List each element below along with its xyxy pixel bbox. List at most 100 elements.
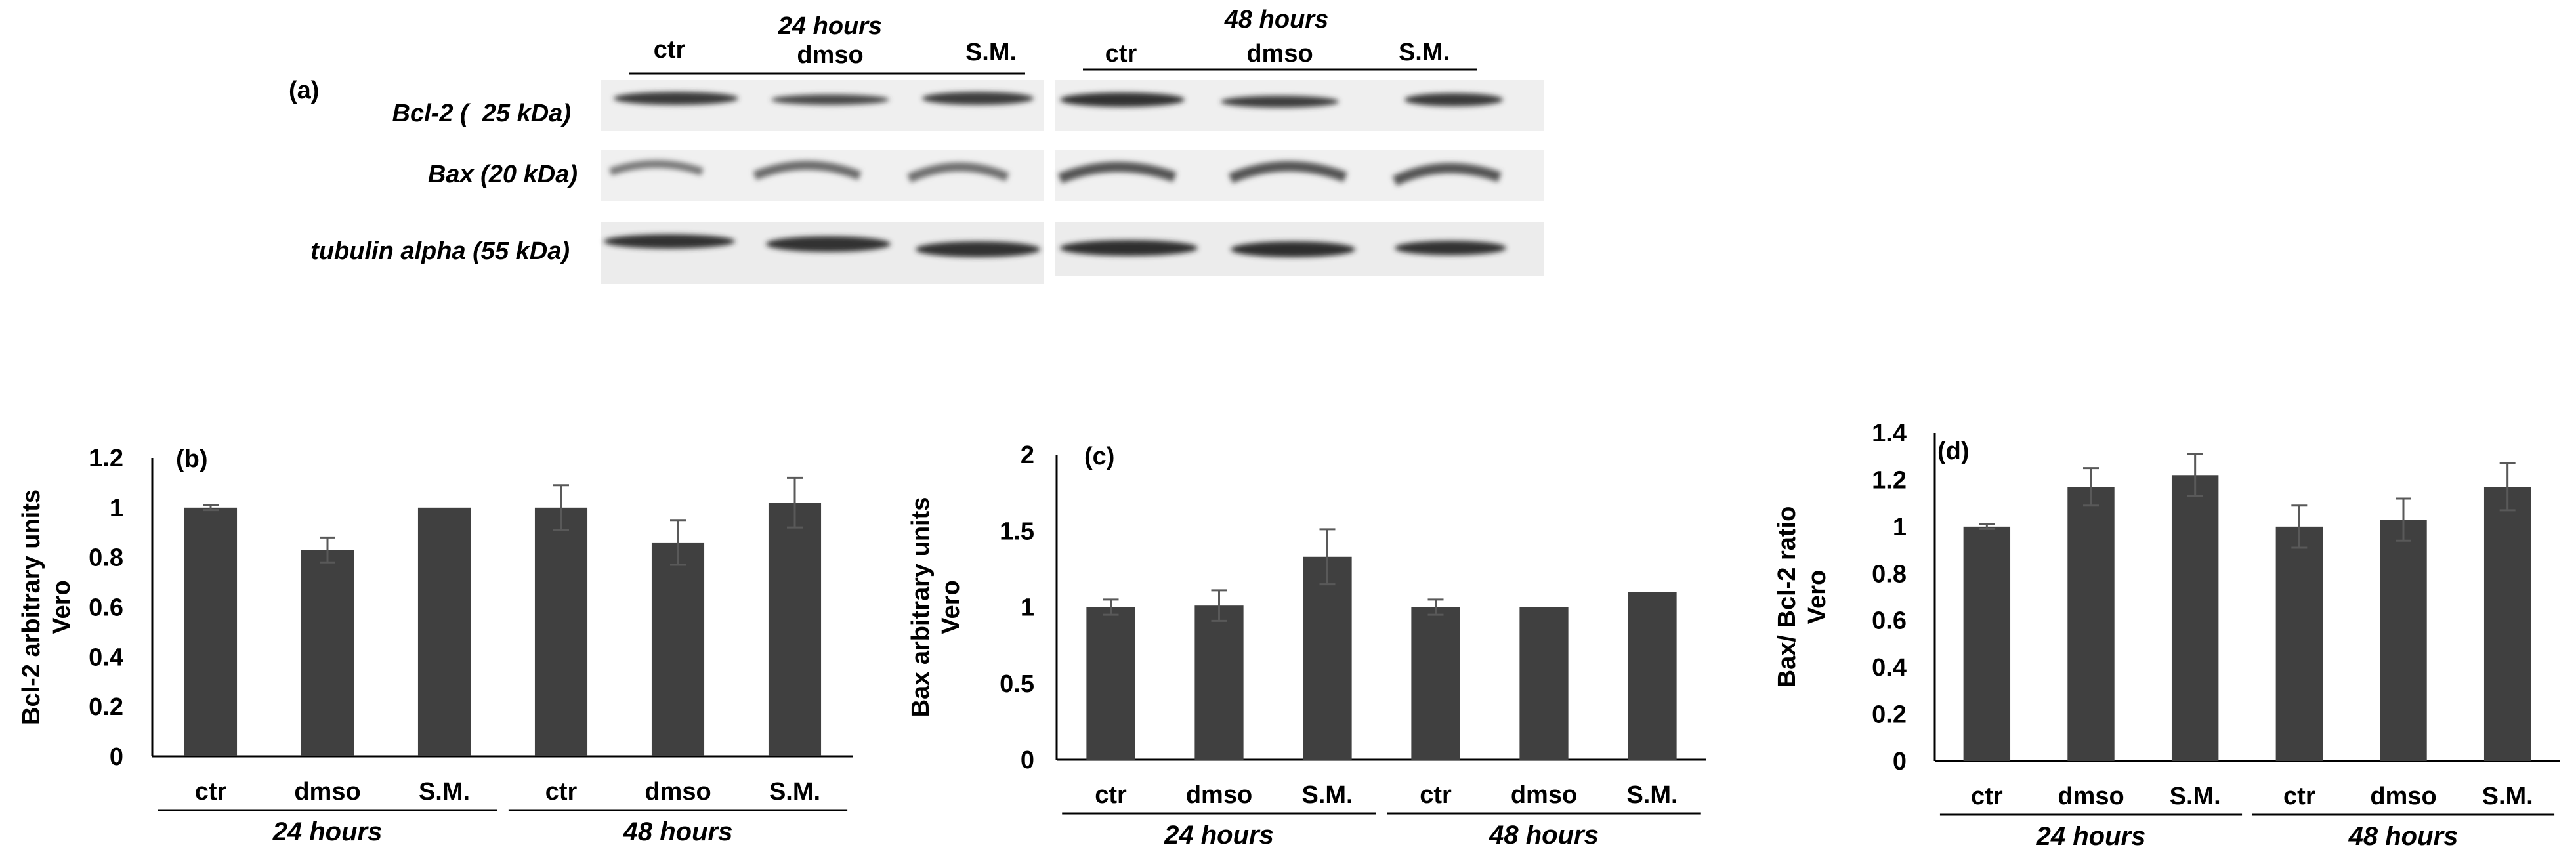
blot-band xyxy=(1058,161,1177,184)
blot-lane-label: dmso xyxy=(797,41,863,69)
panel-label: (d) xyxy=(1937,438,1970,465)
blot-row-label-bcl2: Bcl-2 ( 25 kDa) xyxy=(392,100,571,127)
x-tick-label: dmso xyxy=(1186,781,1252,809)
blot-lane-label: S.M. xyxy=(1399,39,1450,66)
y-tick-label: 0.4 xyxy=(89,644,123,671)
y-tick-label: 1.5 xyxy=(1000,518,1034,545)
blot-strip-bax-24h xyxy=(601,150,1044,201)
y-axis-label: Bax arbitrary units Vero xyxy=(907,497,965,718)
blot-band xyxy=(1395,241,1506,255)
bar xyxy=(1086,607,1135,760)
x-tick-label: S.M. xyxy=(769,778,820,806)
y-tick-label: 1 xyxy=(110,495,123,522)
bar xyxy=(768,503,822,756)
blot-panel-label: (a) xyxy=(289,77,319,104)
y-tick-label: 1 xyxy=(1893,514,1907,541)
y-tick-label: 0.8 xyxy=(89,544,123,572)
blot-row-label-tubulin: tubulin alpha (55 kDa) xyxy=(310,237,570,265)
y-axis-label-line: Bax/ Bcl-2 ratio xyxy=(1773,506,1801,688)
y-tick-label: 0.2 xyxy=(1872,701,1907,729)
y-axis-label: Bax/ Bcl-2 ratio Vero xyxy=(1773,506,1831,688)
blot-band xyxy=(1060,92,1185,107)
x-tick-label: S.M. xyxy=(2170,783,2221,810)
group-label: 24 hours xyxy=(1164,821,1274,850)
x-tick-label: S.M. xyxy=(2482,783,2533,810)
y-tick-label: 0 xyxy=(1021,747,1034,774)
bar xyxy=(301,550,354,756)
x-tick-label: ctr xyxy=(1971,783,2003,810)
bar xyxy=(2171,475,2219,761)
y-tick-label: 0.2 xyxy=(89,693,123,721)
panel-label: (b) xyxy=(176,445,208,473)
x-tick-label: dmso xyxy=(2370,783,2436,810)
bar-chart-c: 0 0.5 1 1.5 2 Bax arbitrary units Vero (c) ctr dm… xyxy=(907,441,1706,850)
group-label: 48 hours xyxy=(623,817,733,846)
y-tick-label: 1 xyxy=(1021,594,1034,622)
y-tick-label: 0.4 xyxy=(1872,654,1907,682)
blot-band xyxy=(609,160,704,176)
x-tick-label: S.M. xyxy=(1301,781,1353,809)
blot-band xyxy=(1231,241,1355,257)
group-label: 48 hours xyxy=(1489,821,1599,850)
blot-band xyxy=(1060,240,1198,256)
y-tick-label: 0 xyxy=(1893,748,1907,775)
bar xyxy=(1194,605,1244,760)
blot-band xyxy=(1404,93,1503,106)
y-tick-label: 0 xyxy=(110,743,123,771)
bar xyxy=(2275,526,2323,761)
y-axis-label-line: Bcl-2 arbitrary units xyxy=(18,489,45,725)
blot-strip-bax-48h xyxy=(1055,150,1544,201)
x-tick-label: dmso xyxy=(644,778,711,806)
blot-row-label-bax: Bax (20 kDa) xyxy=(428,161,578,188)
y-axis-label: Bcl-2 arbitrary units Vero xyxy=(18,489,75,725)
y-tick-label: 1.4 xyxy=(1872,420,1907,447)
x-tick-label: dmso xyxy=(2058,783,2124,810)
blot-band xyxy=(922,92,1034,105)
blot-band xyxy=(753,161,862,180)
bar xyxy=(651,542,705,756)
x-tick-label: ctr xyxy=(195,778,227,806)
blot-band xyxy=(771,94,889,105)
y-axis-label-line: Vero xyxy=(48,580,75,634)
blot-band xyxy=(1228,161,1347,184)
y-tick-label: 2 xyxy=(1021,441,1034,469)
blot-lane-label: S.M. xyxy=(965,39,1017,66)
blot-lane-label: ctr xyxy=(654,36,686,64)
y-tick-label: 0.5 xyxy=(1000,670,1034,698)
blot-band xyxy=(766,236,891,252)
bar xyxy=(1303,556,1352,760)
blot-strip-bcl2-24h xyxy=(601,80,1044,131)
y-tick-label: 0.6 xyxy=(89,594,123,622)
y-axis-label-line: Bax arbitrary units xyxy=(907,497,935,718)
bar xyxy=(2483,487,2531,761)
x-tick-label: S.M. xyxy=(1626,781,1678,809)
bar xyxy=(534,507,588,756)
group-label: 24 hours xyxy=(2036,822,2146,851)
bar xyxy=(2380,520,2427,761)
bar xyxy=(417,507,471,756)
bar-chart-d: 0 0.2 0.4 0.6 0.8 1 1.2 1.4 Bax/ Bcl-2 ratio Vero… xyxy=(1773,420,2560,851)
bar xyxy=(1963,526,2011,761)
group-label: 48 hours xyxy=(2348,822,2459,851)
blot-group-label-48h: 48 hours xyxy=(1224,6,1328,33)
bar xyxy=(2067,487,2115,761)
bar xyxy=(1628,592,1677,760)
y-axis-label-line: Vero xyxy=(1804,570,1831,624)
blot-lane-label: ctr xyxy=(1105,40,1137,68)
y-tick-label: 0.6 xyxy=(1872,607,1907,635)
x-tick-label: S.M. xyxy=(419,778,470,806)
x-tick-label: ctr xyxy=(545,778,578,806)
bar xyxy=(1411,607,1460,760)
y-axis-label-line: Vero xyxy=(937,580,965,634)
y-tick-label: 1.2 xyxy=(1872,466,1907,494)
x-tick-label: dmso xyxy=(1511,781,1577,809)
blot-band xyxy=(614,92,738,105)
bar xyxy=(184,507,238,756)
blot-band xyxy=(916,241,1040,257)
blot-group-label-24h: 24 hours xyxy=(778,12,882,40)
y-tick-label: 0.8 xyxy=(1872,560,1907,588)
western-blot-panel: (a) 24 hours 48 hours ctr dmso S.M. ctr … xyxy=(289,6,1544,284)
blot-band xyxy=(1392,163,1502,186)
